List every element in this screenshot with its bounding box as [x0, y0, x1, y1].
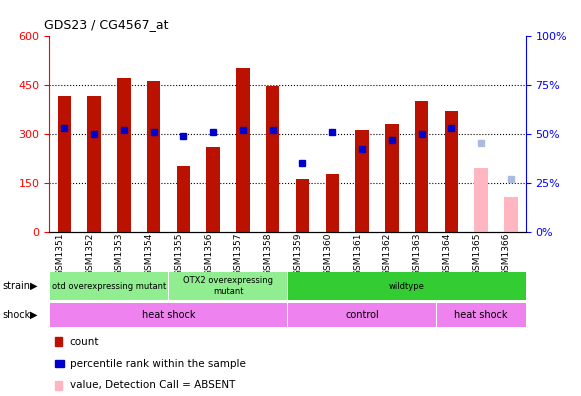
Text: GSM1360: GSM1360	[323, 232, 332, 276]
Text: GSM1361: GSM1361	[353, 232, 362, 276]
Text: GSM1358: GSM1358	[264, 232, 272, 276]
Text: GSM1352: GSM1352	[85, 232, 94, 276]
Text: GSM1351: GSM1351	[55, 232, 64, 276]
Text: GSM1363: GSM1363	[413, 232, 422, 276]
Bar	[288, 272, 525, 301]
Bar	[296, 179, 309, 232]
Text: GSM1353: GSM1353	[115, 232, 124, 276]
Bar	[437, 303, 525, 327]
Text: GSM1357: GSM1357	[234, 232, 243, 276]
Text: strain: strain	[3, 281, 31, 291]
Text: GSM1364: GSM1364	[442, 232, 451, 276]
Bar	[385, 124, 399, 232]
Text: GSM1356: GSM1356	[204, 232, 213, 276]
Bar	[415, 101, 428, 232]
Text: shock: shock	[3, 310, 31, 320]
Bar	[475, 168, 488, 232]
Text: ▶: ▶	[30, 281, 38, 291]
Text: wildtype: wildtype	[389, 282, 425, 291]
Bar	[325, 175, 339, 232]
Bar	[504, 197, 518, 232]
Bar	[50, 303, 287, 327]
Bar	[58, 96, 71, 232]
Text: control: control	[345, 310, 379, 320]
Text: count: count	[70, 337, 99, 347]
Text: heat shock: heat shock	[142, 310, 195, 320]
Text: percentile rank within the sample: percentile rank within the sample	[70, 358, 246, 369]
Text: ▶: ▶	[30, 310, 38, 320]
Bar	[444, 111, 458, 232]
Text: OTX2 overexpressing
mutant: OTX2 overexpressing mutant	[183, 276, 273, 296]
Bar	[87, 96, 101, 232]
Bar	[356, 130, 369, 232]
Text: value, Detection Call = ABSENT: value, Detection Call = ABSENT	[70, 380, 235, 390]
Text: GSM1359: GSM1359	[293, 232, 303, 276]
Text: GDS23 / CG4567_at: GDS23 / CG4567_at	[44, 18, 168, 31]
Bar	[206, 147, 220, 232]
Text: GSM1366: GSM1366	[502, 232, 511, 276]
Bar	[169, 272, 287, 301]
Bar	[117, 78, 131, 232]
Text: GSM1355: GSM1355	[174, 232, 184, 276]
Text: GSM1365: GSM1365	[472, 232, 481, 276]
Text: GSM1362: GSM1362	[383, 232, 392, 276]
Text: heat shock: heat shock	[454, 310, 508, 320]
Bar	[236, 68, 250, 232]
Text: otd overexpressing mutant: otd overexpressing mutant	[52, 282, 166, 291]
Bar	[50, 272, 168, 301]
Bar	[147, 81, 160, 232]
Bar	[266, 86, 279, 232]
Bar	[288, 303, 436, 327]
Text: GSM1354: GSM1354	[145, 232, 153, 276]
Bar	[177, 166, 190, 232]
